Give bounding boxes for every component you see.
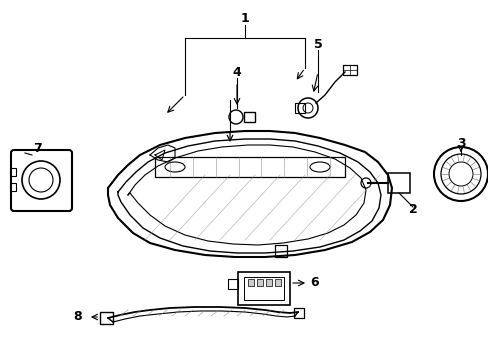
Text: 4: 4 bbox=[232, 66, 241, 78]
Bar bbox=[387, 173, 409, 193]
Bar bbox=[274, 245, 286, 257]
Bar bbox=[294, 103, 305, 113]
Bar bbox=[227, 279, 238, 289]
Text: 2: 2 bbox=[408, 202, 417, 216]
Text: 1: 1 bbox=[240, 12, 249, 24]
Bar bbox=[244, 112, 254, 122]
Text: 5: 5 bbox=[313, 37, 322, 50]
Bar bbox=[274, 279, 281, 286]
Bar bbox=[10, 168, 16, 176]
Bar bbox=[238, 272, 289, 305]
Bar bbox=[247, 279, 253, 286]
Bar bbox=[100, 312, 113, 324]
Bar bbox=[155, 157, 345, 177]
Bar bbox=[244, 277, 284, 300]
Bar bbox=[342, 65, 356, 75]
Bar bbox=[293, 308, 304, 318]
Text: 8: 8 bbox=[74, 310, 82, 324]
Bar bbox=[257, 279, 263, 286]
Text: 6: 6 bbox=[310, 276, 319, 289]
Text: 3: 3 bbox=[456, 136, 465, 149]
Bar bbox=[10, 183, 16, 191]
Text: 7: 7 bbox=[34, 141, 42, 154]
Bar bbox=[265, 279, 271, 286]
